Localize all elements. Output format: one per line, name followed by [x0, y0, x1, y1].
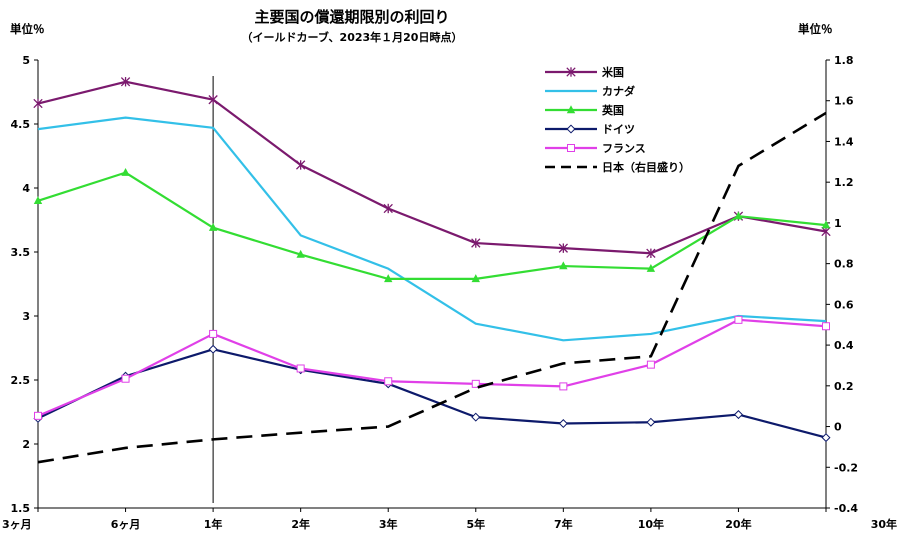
legend-item: フランス — [545, 142, 646, 155]
right-axis-tick-label: -0.4 — [834, 502, 858, 515]
chart-subtitle: （イールドカーブ、2023年１月20日時点） — [242, 30, 463, 44]
chart-title: 主要国の償還期限別の利回り — [254, 8, 449, 26]
plot-area — [33, 76, 831, 503]
data-point — [646, 263, 656, 272]
right-axis-tick-label: 0.8 — [834, 258, 854, 271]
right-axis-tick-label: 1.4 — [834, 135, 854, 148]
legend-label: ドイツ — [602, 123, 635, 136]
legend-item: 米国 — [545, 65, 624, 79]
data-point — [471, 379, 480, 388]
data-point — [384, 377, 393, 386]
x-axis-tick-label: 6ヶ月 — [111, 518, 141, 531]
right-axis-tick-label: 0.6 — [834, 298, 854, 311]
data-point — [566, 124, 576, 134]
x-axis-tick-label: 10年 — [638, 517, 664, 531]
series-2 — [33, 167, 831, 283]
data-point — [567, 144, 575, 152]
data-point — [822, 322, 830, 331]
data-point — [734, 211, 743, 220]
data-point — [821, 433, 831, 443]
x-axis-tick-label: 30年 — [871, 517, 897, 531]
data-point — [646, 360, 655, 369]
right-axis-tick-label: 0.2 — [834, 380, 854, 393]
series-line — [37, 348, 827, 439]
series-line — [37, 171, 827, 280]
right-axis-unit-label: 単位％ — [798, 22, 833, 36]
series-0 — [33, 77, 831, 258]
right-axis-tick-label: 1.6 — [834, 95, 854, 108]
right-axis-tick-label: 0 — [834, 421, 842, 434]
series-5 — [37, 111, 827, 464]
legend-item: 英国 — [545, 103, 624, 117]
left-axis-unit-label: 単位％ — [10, 22, 45, 36]
data-point — [208, 222, 218, 231]
x-axis-tick-label: 5年 — [466, 517, 485, 531]
left-axis-tick-label: 2.5 — [11, 374, 31, 387]
x-axis-tick-label: 3ヶ月 — [2, 518, 32, 531]
right-axis-tick-label: -0.2 — [834, 461, 858, 474]
data-point — [471, 412, 481, 422]
x-axis-tick-label: 20年 — [725, 517, 751, 531]
data-point — [34, 411, 42, 420]
series-line — [37, 318, 827, 417]
series-4 — [34, 315, 830, 420]
legend-label: 米国 — [601, 65, 624, 79]
data-point — [559, 261, 568, 270]
legend-label: 英国 — [601, 103, 624, 117]
data-point — [471, 274, 480, 283]
legend-label: 日本（右目盛り） — [602, 160, 690, 174]
legend-label: フランス — [602, 142, 646, 155]
right-axis-tick-label: 1.2 — [834, 176, 854, 189]
data-point — [646, 417, 656, 427]
data-point — [121, 167, 130, 176]
series-1 — [37, 116, 827, 342]
series-line — [37, 116, 827, 342]
data-point — [734, 315, 743, 324]
left-axis-tick-label: 4.5 — [11, 118, 31, 131]
series-3 — [33, 344, 831, 443]
legend-item: 日本（右目盛り） — [545, 160, 690, 174]
left-axis-tick-label: 5 — [22, 54, 30, 67]
legend-item: カナダ — [545, 84, 635, 98]
data-point — [296, 364, 305, 373]
left-axis-tick-label: 3.5 — [11, 246, 31, 259]
data-point — [384, 274, 393, 283]
data-point — [209, 329, 218, 338]
left-axis-tick-label: 3 — [22, 310, 30, 323]
data-point — [821, 220, 831, 229]
data-point — [566, 105, 576, 114]
data-point — [33, 196, 43, 204]
right-axis-tick-label: 1 — [834, 217, 842, 230]
data-point — [733, 410, 743, 420]
left-axis-tick-label: 1.5 — [11, 502, 31, 515]
data-point — [121, 374, 130, 383]
legend-item: ドイツ — [545, 123, 635, 136]
data-point — [296, 249, 305, 258]
data-point — [208, 344, 218, 354]
data-point — [559, 382, 568, 391]
right-axis-tick-label: 0.4 — [834, 339, 854, 352]
data-point — [558, 419, 568, 429]
axes: 1.5 2 2.5 3 3.5 4 4.5 5 -0.4 -0.2 0 0.2 0.4 0.6 0.8 1 1.… — [2, 54, 897, 531]
x-axis-tick-label: 7年 — [554, 517, 573, 531]
x-axis-tick-label: 1年 — [204, 517, 223, 531]
series-line — [37, 111, 827, 464]
left-axis-tick-label: 2 — [22, 438, 30, 451]
series-line — [37, 80, 827, 255]
legend-label: カナダ — [602, 84, 635, 98]
x-axis-tick-label: 2年 — [291, 517, 310, 531]
right-axis-tick-label: 1.8 — [834, 54, 854, 67]
x-axis-tick-label: 3年 — [379, 517, 398, 531]
left-axis-tick-label: 4 — [22, 182, 30, 195]
